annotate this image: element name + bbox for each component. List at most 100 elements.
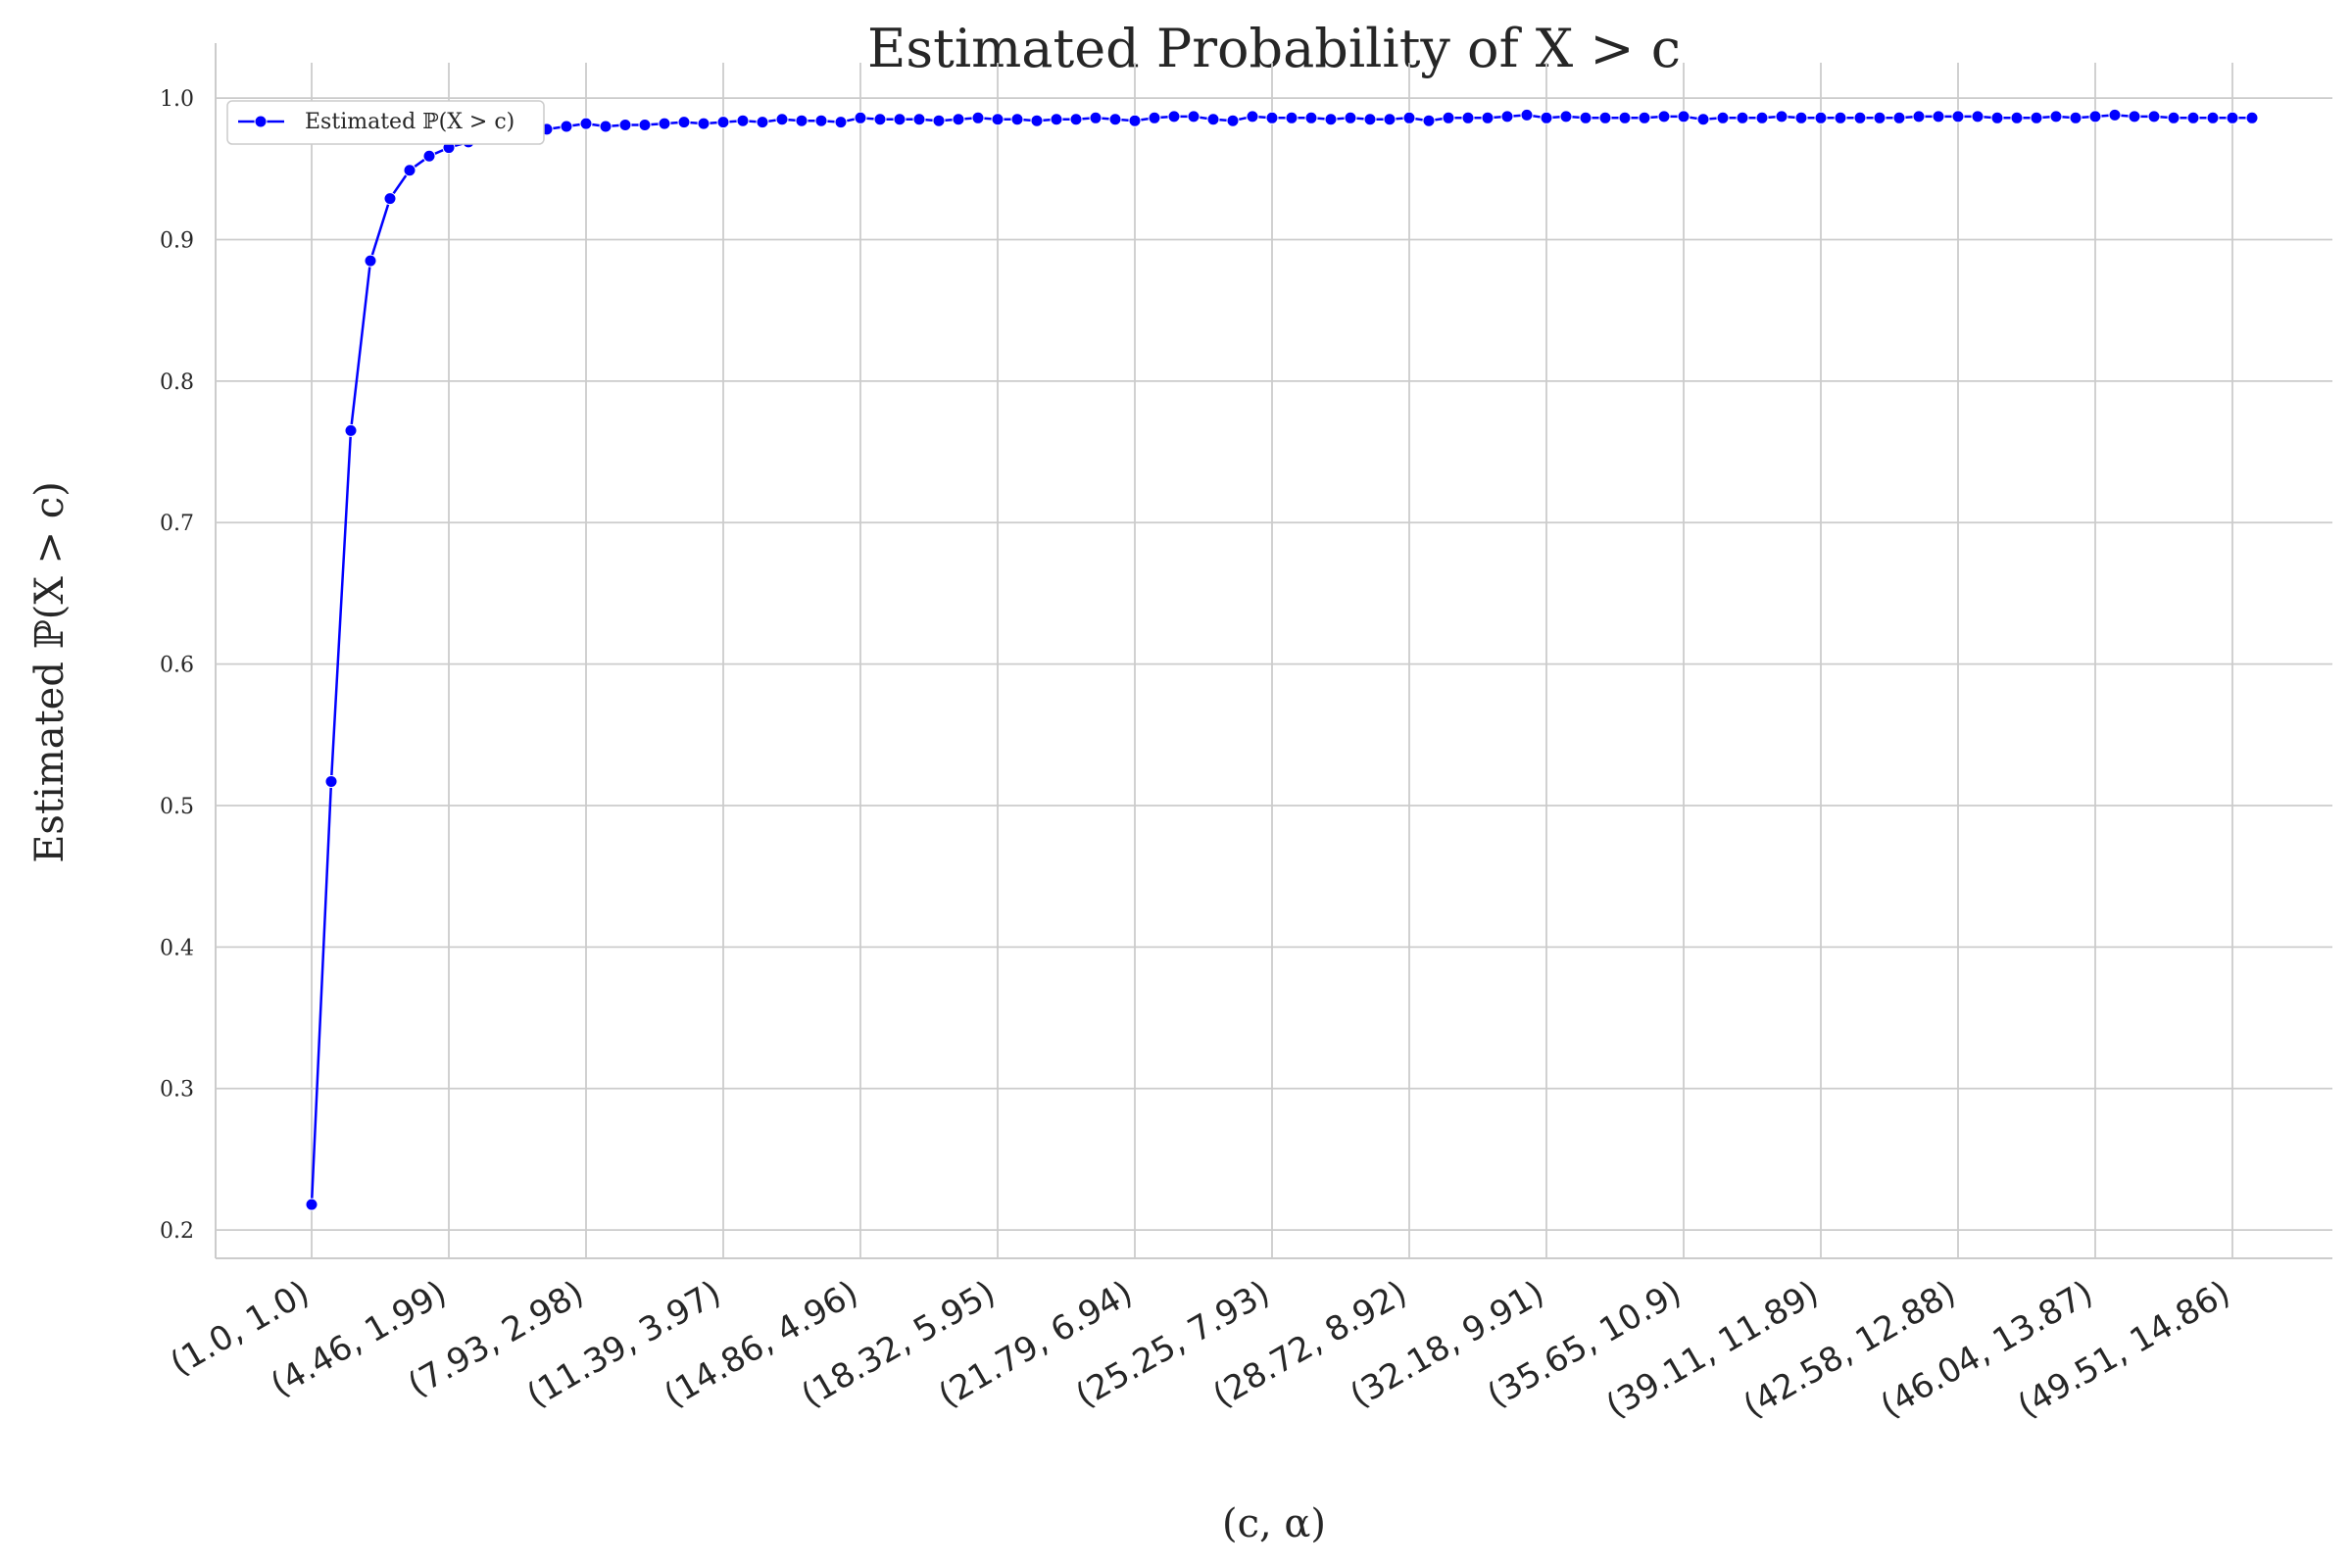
y-tick-label: 1.0 [160,87,194,112]
data-point [638,119,652,132]
axes [215,43,2332,1259]
data-point [834,116,848,129]
legend-frame [226,100,545,145]
data-point [1873,111,1886,124]
data-point [324,774,338,788]
data-point [560,120,573,133]
data-point [1932,110,1945,123]
data-point [364,254,377,268]
data-point [1559,110,1573,123]
data-point [1187,110,1200,123]
data-point [1814,111,1828,124]
data-point [1638,111,1651,124]
data-point [1598,111,1612,124]
data-point [1050,113,1063,126]
data-point [2186,111,2200,124]
data-point [1892,111,1906,124]
data-point [1422,114,1436,127]
data-point [1912,110,1926,123]
data-point [658,117,671,130]
y-tick-label: 0.7 [160,512,194,536]
data-point [952,113,965,126]
data-point [1677,110,1690,123]
chart-title: Estimated Probability of X > c [867,18,1681,79]
data-point [1500,110,1514,123]
data-point [1442,111,1455,124]
data-point [854,111,867,124]
data-point [305,1198,318,1211]
data-point [1324,113,1338,126]
x-axis-label: (c, α) [1222,1501,1326,1546]
data-point [716,116,730,129]
data-point [2128,110,2141,123]
y-tick-labels: 0.2 0.3 0.4 0.5 0.6 0.7 0.8 0.9 1.0 [160,87,194,1244]
data-point [2108,108,2122,122]
data-point [1246,110,1259,123]
data-point [1167,110,1181,123]
data-point [422,149,436,163]
data-point [1402,111,1416,124]
data-point [1148,111,1161,124]
data-point [1010,113,1024,126]
data-point [2245,111,2259,124]
data-point [1285,111,1298,124]
data-point [1069,113,1083,126]
data-point [1618,111,1632,124]
data-point [2010,111,2024,124]
data-point [1834,111,1847,124]
data-point [618,119,632,132]
data-point [2030,111,2043,124]
y-tick-label: 0.2 [160,1219,194,1244]
data-point [1108,113,1122,126]
data-point [1736,111,1749,124]
data-point [579,117,593,130]
data-point [1990,111,2004,124]
data-point [1481,111,1494,124]
data-point [2147,110,2161,123]
y-tick-label: 0.8 [160,370,194,395]
data-point [1520,108,1534,122]
data-point [1579,111,1592,124]
data-point [1971,110,1984,123]
y-tick-label: 0.5 [160,795,194,819]
data-point [912,113,926,126]
legend-marker [254,115,268,128]
data-point [795,114,808,127]
y-tick-label: 0.6 [160,654,194,678]
data-point [1206,113,1220,126]
data-point [599,120,612,133]
data-point [932,114,946,127]
y-axis-label: Estimated ℙ(X > c) [27,481,73,863]
data-point [1716,111,1730,124]
data-point [2226,111,2239,124]
y-tick-label: 0.4 [160,936,194,960]
data-point [1265,111,1279,124]
data-point [971,111,985,124]
data-point [403,164,416,177]
data-point [1383,113,1396,126]
data-point [1696,113,1710,126]
data-point [893,113,906,126]
data-point [1755,111,1769,124]
data-point [1540,111,1553,124]
data-point [2069,111,2082,124]
data-point [2206,111,2220,124]
data-point [873,113,887,126]
data-point [677,116,691,129]
data-point [736,114,750,127]
data-point [1775,110,1788,123]
data-point [1657,110,1671,123]
data-point [1128,114,1142,127]
data-point [991,113,1004,126]
legend-label: Estimated ℙ(X > c) [305,110,514,134]
data-point [1304,111,1318,124]
data-point [775,113,789,126]
data-point [697,117,710,130]
data-point [1030,114,1044,127]
data-point [2049,110,2063,123]
data-point [2088,110,2102,123]
data-point [1853,111,1867,124]
y-tick-label: 0.3 [160,1078,194,1102]
data-point [383,192,397,206]
